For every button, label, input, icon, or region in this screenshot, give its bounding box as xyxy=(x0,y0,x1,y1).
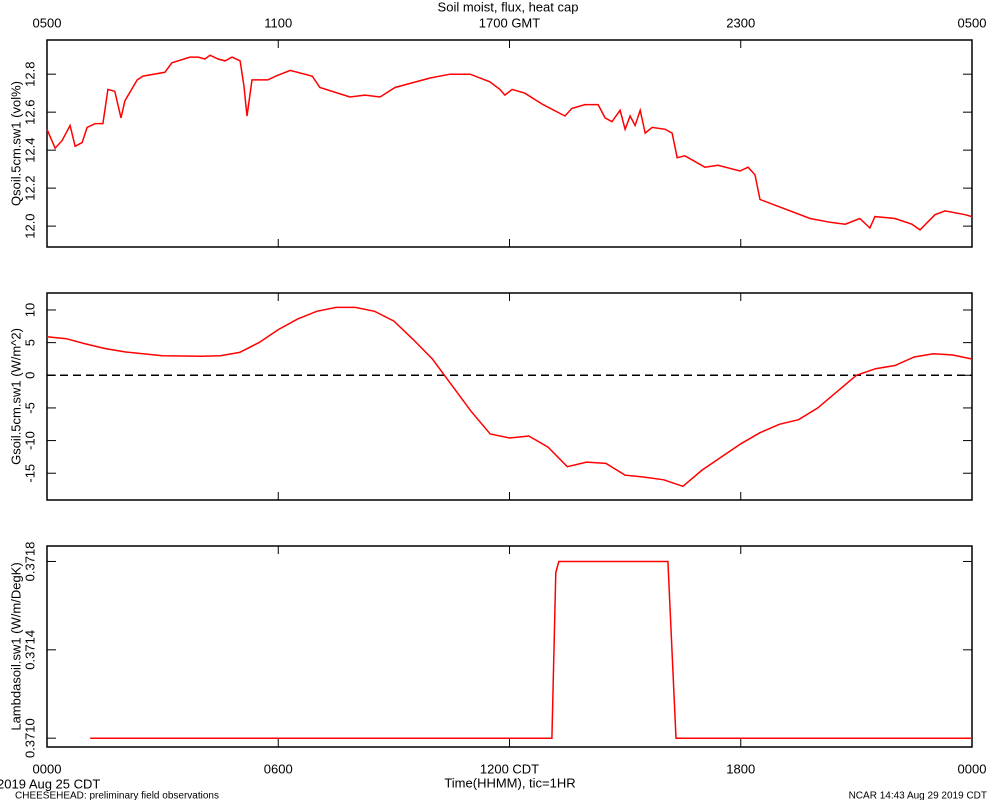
data-line xyxy=(46,54,973,231)
y-tick-label: 0.3714 xyxy=(22,630,37,670)
y-axis-label: Gsoil.5cm.sw1 (W/m^2) xyxy=(8,328,23,465)
data-line xyxy=(90,560,972,739)
y-tick-label: 5 xyxy=(22,339,37,346)
x-tick-label: 1800 xyxy=(726,761,755,776)
y-tick-label: 0.3718 xyxy=(22,542,37,582)
y-tick-label: 12.2 xyxy=(22,175,37,200)
y-tick-label: 0.3710 xyxy=(22,718,37,758)
x-tick-label: 0600 xyxy=(264,761,293,776)
y-tick-label: -5 xyxy=(22,402,37,414)
y-tick-label: 10 xyxy=(22,303,37,317)
x-tick-label: 0000 xyxy=(33,761,62,776)
y-axis-label: Lambdasoil.sw1 (W/m/DegK) xyxy=(8,562,23,730)
y-tick-label: -15 xyxy=(22,464,37,483)
y-tick-label: 0 xyxy=(22,372,37,379)
y-tick-label: 12.8 xyxy=(22,62,37,87)
y-axis-label: Qsoil.5cm.sw1 (vol%) xyxy=(8,81,23,206)
x-tick-label: 0000 xyxy=(958,761,987,776)
footer-date: 2019 Aug 25 CDT xyxy=(0,776,100,791)
footer-stamp: NCAR 14:43 Aug 29 2019 CDT xyxy=(849,791,987,800)
y-tick-label: 12.6 xyxy=(22,100,37,125)
plot-frame xyxy=(46,545,973,748)
y-tick-label: -10 xyxy=(22,431,37,450)
x-tick-label: 1200 CDT xyxy=(480,761,539,776)
y-tick-label: 12.0 xyxy=(22,213,37,238)
plot-frame xyxy=(46,39,973,248)
top-x-tick-label: 1100 xyxy=(264,15,292,30)
footer-project: CHEESEHEAD: preliminary field observatio… xyxy=(15,791,219,800)
chart-title: Soil moist, flux, heat cap xyxy=(438,0,579,14)
data-line xyxy=(46,306,973,488)
plot-frame xyxy=(46,292,973,501)
top-x-tick-label: 2300 xyxy=(726,15,755,30)
top-x-tick-label: 0500 xyxy=(33,15,62,30)
y-tick-label: 12.4 xyxy=(22,137,37,162)
top-x-tick-label: 0500 xyxy=(958,15,987,30)
top-x-tick-label: 1700 GMT xyxy=(479,15,540,30)
x-axis-label: Time(HHMM), tic=1HR xyxy=(444,775,575,790)
